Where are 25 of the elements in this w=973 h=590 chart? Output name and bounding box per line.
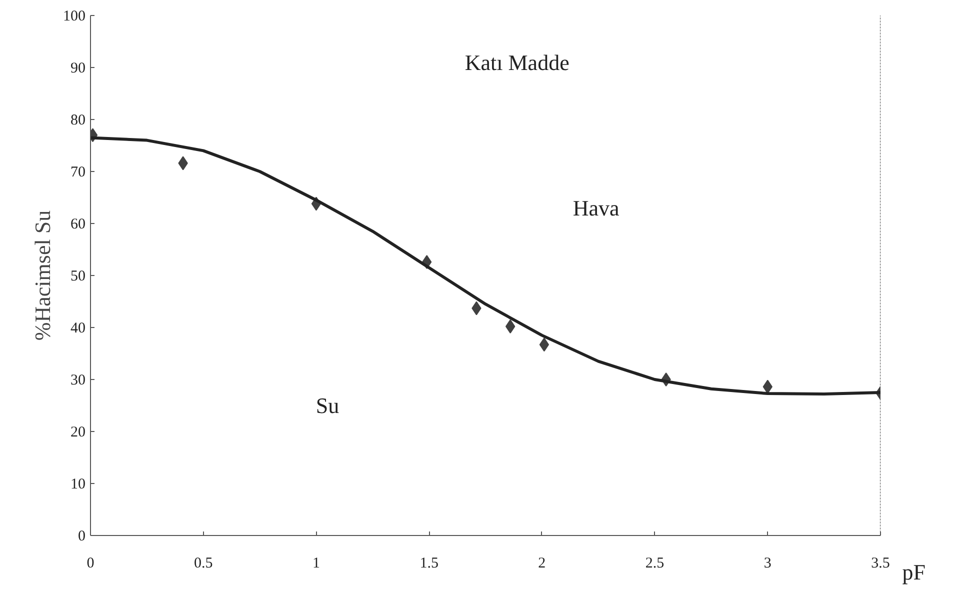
y-tick-label: 0 (78, 528, 86, 544)
x-tick-label: 3 (764, 556, 772, 572)
annotation: Hava (572, 195, 620, 220)
y-tick-label: 20 (70, 424, 86, 440)
x-tick-label: 0.5 (194, 556, 213, 572)
y-tick-label: 60 (70, 216, 86, 232)
y-tick-label: 30 (70, 372, 86, 388)
y-axis-title: %Hacimsel Su (30, 210, 55, 341)
y-tick-label: 90 (70, 60, 86, 76)
y-tick-label: 80 (70, 112, 86, 128)
x-tick-label: 1.5 (420, 556, 438, 572)
x-tick-label: 1 (312, 556, 320, 572)
x-tick-label: 3.5 (871, 556, 890, 572)
y-tick-label: 70 (70, 164, 86, 180)
y-tick-label: 50 (70, 268, 86, 284)
y-tick-label: 100 (63, 8, 86, 24)
x-axis-title: pF (902, 560, 926, 584)
annotation: Su (316, 393, 340, 418)
point (505, 319, 516, 334)
point (539, 338, 550, 352)
x-tick-label: 2.5 (645, 556, 664, 572)
x-tick-label: 2 (538, 556, 546, 572)
annotation: Katı Madde (464, 50, 570, 75)
y-tick-label: 10 (70, 476, 86, 492)
y-tick-label: 40 (70, 320, 86, 336)
